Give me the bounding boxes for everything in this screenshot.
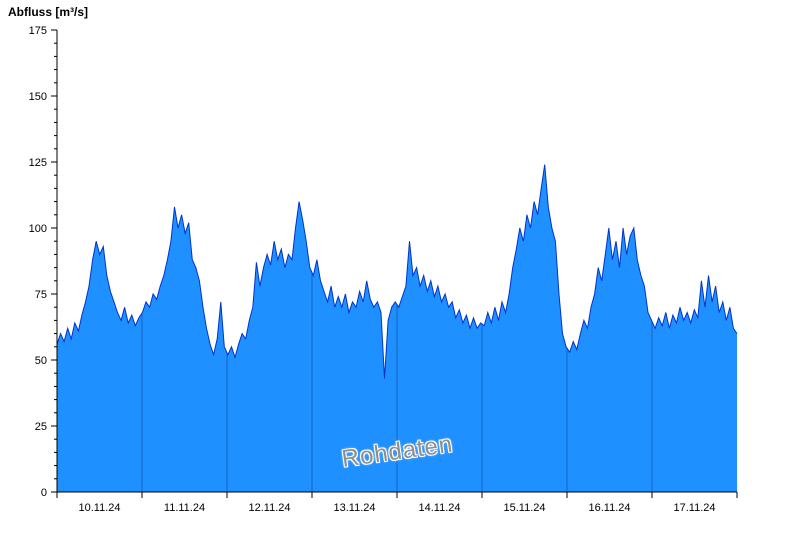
x-tick-label: 11.11.24	[164, 502, 205, 514]
y-tick-label: 50	[35, 355, 47, 367]
y-axis-title: Abfluss [m³/s]	[8, 5, 89, 19]
x-tick-label: 14.11.24	[418, 502, 460, 514]
y-tick-label: 0	[41, 487, 47, 499]
y-tick-label: 150	[29, 91, 47, 103]
x-tick-label: 10.11.24	[78, 502, 120, 514]
x-tick-label: 16.11.24	[588, 502, 630, 514]
y-tick-label: 25	[35, 421, 47, 433]
y-tick-label: 75	[35, 289, 47, 301]
data-line	[56, 164, 738, 379]
y-tick-label: 125	[29, 157, 47, 169]
x-tick-label: 13.11.24	[333, 502, 375, 514]
x-tick-label: 17.11.24	[673, 502, 715, 514]
x-tick-label: 12.11.24	[248, 502, 290, 514]
x-tick-label: 15.11.24	[503, 502, 545, 514]
y-tick-label: 100	[29, 223, 47, 235]
y-tick-label: 175	[29, 25, 47, 37]
